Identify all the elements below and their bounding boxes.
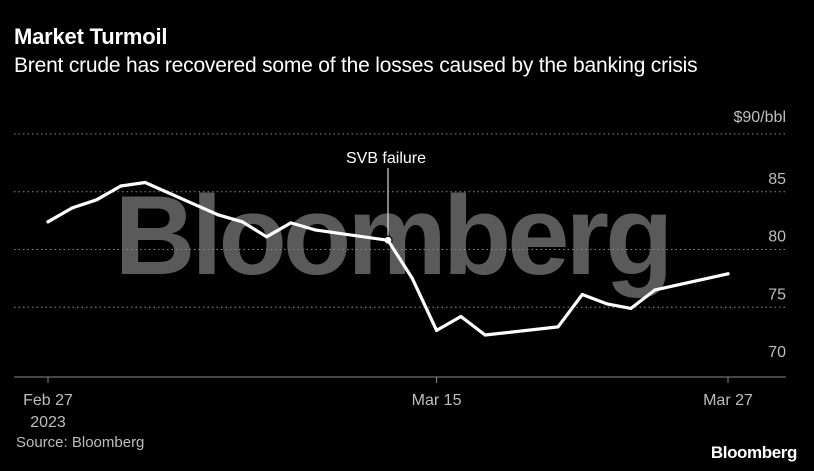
watermark: Bloomberg (114, 173, 669, 298)
data-point (410, 276, 414, 280)
data-point (386, 238, 390, 242)
y-tick-label: 75 (768, 286, 786, 303)
annotation-label: SVB failure (346, 150, 426, 167)
data-point (216, 213, 220, 217)
y-tick-label: 85 (768, 171, 786, 188)
data-point (94, 198, 99, 202)
data-point (580, 292, 584, 297)
data-point (313, 228, 317, 232)
data-point (240, 220, 244, 224)
data-point (483, 333, 487, 337)
data-point (556, 325, 560, 329)
y-tick-label: 80 (768, 229, 786, 246)
data-point (653, 288, 657, 292)
y-tick-label: $90/bbl (734, 109, 787, 126)
data-point (143, 180, 147, 185)
data-point (604, 302, 609, 306)
y-tick-label: 70 (768, 344, 786, 361)
data-point (46, 220, 50, 224)
x-tick-label: Mar 27 (703, 392, 753, 409)
axes: 70 75 80 85 $90/bbl Feb 27 2023 Mar 15 Mar 27 (14, 109, 786, 431)
x-tick-label: Mar 15 (412, 392, 462, 409)
data-point (70, 206, 74, 210)
chart-title: Market Turmoil (14, 24, 168, 49)
data-point (459, 314, 463, 319)
data-point (289, 221, 293, 225)
chart-subtitle: Brent crude has recovered some of the lo… (14, 54, 698, 77)
x-tick-label: Feb 27 (23, 392, 73, 409)
source-note: Source: Bloomberg (16, 434, 145, 451)
data-points (46, 180, 730, 337)
data-point (264, 235, 269, 239)
data-point (434, 328, 439, 332)
data-point (726, 272, 730, 276)
brand-logo: Bloomberg (710, 443, 798, 462)
x-tick-sublabel: 2023 (30, 414, 66, 431)
data-point (629, 306, 633, 311)
data-point (119, 184, 123, 188)
